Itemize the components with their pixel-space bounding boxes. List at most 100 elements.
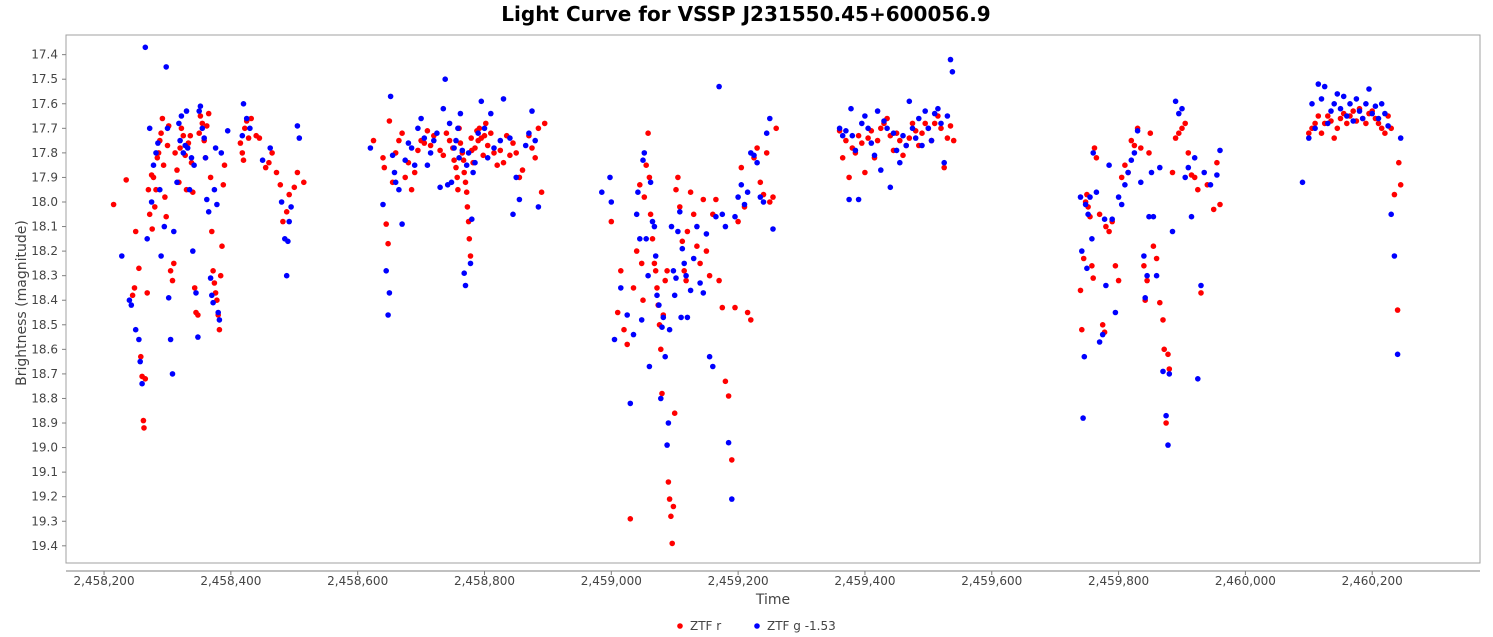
- data-point-ztf-g: [916, 115, 922, 122]
- data-point-ztf-g: [1128, 157, 1135, 163]
- data-point-ztf-r: [684, 228, 691, 235]
- data-point-ztf-g: [673, 275, 679, 281]
- data-point-ztf-r: [129, 292, 136, 299]
- data-point-ztf-g: [931, 110, 938, 117]
- data-point-ztf-r: [158, 130, 164, 136]
- data-point-ztf-g: [1148, 169, 1155, 176]
- data-point-ztf-g: [839, 132, 846, 139]
- data-point-ztf-g: [1093, 189, 1100, 195]
- data-point-ztf-r: [1165, 351, 1171, 358]
- data-point-ztf-r: [735, 218, 741, 225]
- data-point-ztf-g: [735, 194, 741, 200]
- data-point-ztf-g: [1325, 120, 1331, 127]
- data-point-ztf-g: [890, 130, 897, 136]
- data-point-ztf-r: [1166, 366, 1173, 372]
- data-point-ztf-r: [1131, 142, 1138, 149]
- data-point-ztf-r: [262, 164, 269, 171]
- data-point-ztf-g: [722, 223, 729, 230]
- data-point-ztf-g: [1172, 98, 1179, 105]
- data-point-ztf-r: [427, 142, 434, 149]
- data-point-ztf-r: [839, 155, 846, 161]
- data-point-ztf-g: [1146, 213, 1152, 220]
- data-point-ztf-r: [476, 125, 483, 132]
- data-point-ztf-g: [1166, 371, 1173, 377]
- data-point-ztf-r: [1141, 263, 1147, 269]
- data-point-ztf-g: [278, 199, 285, 205]
- data-point-ztf-g: [402, 157, 409, 163]
- data-point-ztf-g: [903, 142, 909, 149]
- data-point-ztf-r: [665, 479, 672, 485]
- data-point-ztf-r: [386, 118, 393, 124]
- legend: ZTF r ZTF g -1.53: [677, 619, 836, 633]
- data-point-ztf-g: [703, 231, 710, 237]
- data-point-ztf-g: [1328, 108, 1334, 114]
- data-point-ztf-r: [154, 155, 161, 161]
- data-point-ztf-g: [668, 223, 675, 230]
- data-point-ztf-g: [1182, 174, 1188, 181]
- data-point-ztf-r: [754, 145, 760, 151]
- data-point-ztf-g: [697, 280, 703, 286]
- data-point-ztf-g: [199, 125, 206, 132]
- data-point-ztf-g: [865, 125, 871, 132]
- data-point-ztf-g: [624, 312, 630, 318]
- data-point-ztf-r: [132, 228, 139, 235]
- data-point-ztf-r: [1080, 255, 1087, 262]
- data-point-ztf-r: [211, 280, 218, 286]
- chart-title: Light Curve for VSSP J231550.45+600056.9: [501, 2, 990, 26]
- data-point-ztf-r: [651, 260, 658, 267]
- data-point-ztf-g: [1397, 135, 1404, 141]
- data-point-ztf-r: [1337, 115, 1344, 122]
- data-point-ztf-g: [679, 245, 686, 252]
- data-point-ztf-r: [1099, 322, 1106, 328]
- x-tick-label: 2,459,000: [581, 574, 642, 588]
- data-point-ztf-g: [1366, 86, 1372, 92]
- data-point-ztf-g: [1153, 272, 1160, 279]
- data-point-ztf-g: [1191, 155, 1198, 161]
- data-point-ztf-r: [199, 120, 206, 127]
- data-point-ztf-r: [677, 204, 683, 210]
- data-point-ztf-g: [947, 56, 954, 63]
- x-axis-label: Time: [755, 592, 790, 608]
- data-point-ztf-g: [909, 125, 916, 132]
- data-point-ztf-g: [1115, 194, 1122, 200]
- data-point-ztf-g: [201, 135, 207, 141]
- data-point-ztf-g: [1082, 201, 1089, 208]
- data-point-ztf-r: [408, 186, 415, 193]
- data-point-ztf-r: [454, 174, 461, 181]
- data-point-ztf-g: [462, 282, 469, 289]
- data-point-ztf-g: [635, 189, 641, 195]
- data-point-ztf-g: [1144, 272, 1150, 279]
- data-point-ztf-g: [391, 169, 398, 176]
- data-point-ztf-g: [283, 272, 290, 279]
- data-point-ztf-g: [146, 125, 153, 132]
- data-point-ztf-g: [510, 211, 516, 218]
- data-point-ztf-g: [649, 218, 656, 225]
- data-point-ztf-r: [1334, 125, 1341, 132]
- data-point-ztf-g: [243, 115, 250, 122]
- data-point-ztf-r: [706, 272, 713, 279]
- data-point-ztf-g: [928, 137, 935, 144]
- data-point-ztf-g: [191, 162, 197, 168]
- data-point-ztf-r: [216, 326, 223, 333]
- data-point-ztf-r: [291, 184, 298, 191]
- data-point-ztf-r: [209, 228, 215, 235]
- data-point-ztf-g: [188, 155, 195, 161]
- data-point-ztf-g: [1099, 331, 1106, 338]
- data-point-ztf-r: [149, 226, 155, 232]
- data-point-ztf-r: [169, 277, 176, 284]
- data-point-ztf-g: [497, 137, 504, 144]
- data-point-ztf-g: [849, 132, 856, 139]
- data-point-ztf-r: [532, 155, 538, 161]
- data-point-ztf-g: [852, 147, 859, 154]
- data-point-ztf-g: [1309, 101, 1315, 107]
- data-point-ztf-g: [770, 226, 776, 232]
- data-point-ztf-r: [1079, 326, 1085, 333]
- data-point-ztf-r: [461, 169, 468, 176]
- data-point-ztf-r: [142, 376, 149, 382]
- data-point-ztf-r: [938, 125, 944, 132]
- data-point-ztf-g: [1176, 110, 1182, 117]
- data-point-ztf-g: [1103, 282, 1109, 289]
- data-point-ztf-r: [1312, 120, 1318, 127]
- data-point-ztf-g: [386, 290, 393, 296]
- data-point-ztf-r: [455, 186, 461, 193]
